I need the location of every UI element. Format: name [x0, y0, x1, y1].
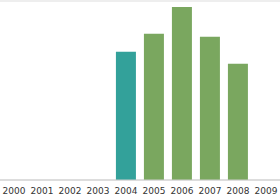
svg-text:2004: 2004: [115, 186, 138, 195]
svg-text:2009: 2009: [255, 186, 272, 195]
svg-text:2006: 2006: [171, 186, 194, 195]
svg-text:2000: 2000: [8, 186, 26, 195]
svg-text:2005: 2005: [143, 186, 166, 195]
svg-text:2001: 2001: [31, 186, 54, 195]
svg-text:2003: 2003: [87, 186, 110, 195]
svg-text:2007: 2007: [199, 186, 222, 195]
svg-text:2002: 2002: [59, 186, 82, 195]
svg-text:2008: 2008: [227, 186, 250, 195]
